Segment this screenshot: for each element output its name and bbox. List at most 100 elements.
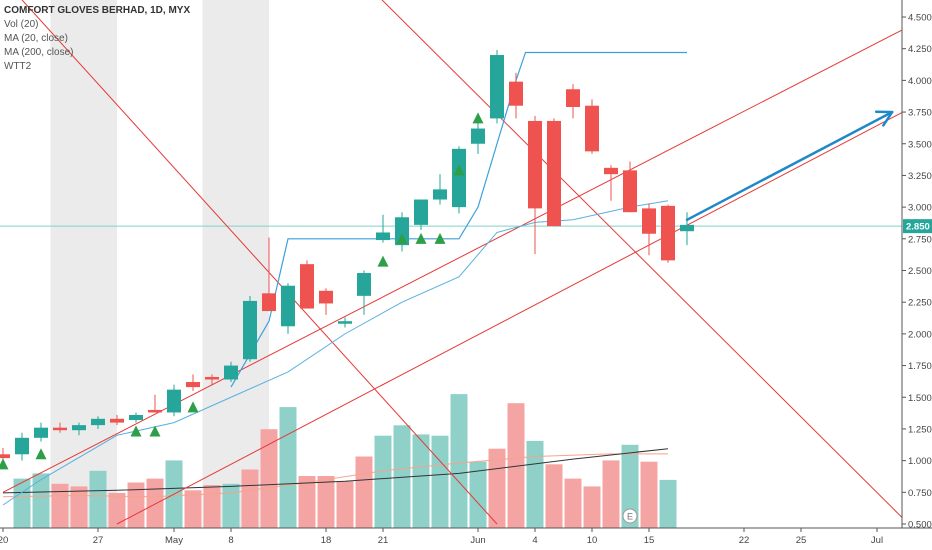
candle [433, 174, 447, 205]
candle-body [414, 199, 428, 225]
candle-body [281, 285, 295, 327]
volume-bar [393, 425, 411, 528]
candle [661, 204, 675, 263]
volume-bar [640, 461, 658, 528]
x-tick-label: 15 [644, 535, 655, 546]
volume-bar [279, 407, 297, 528]
volume-bar [70, 486, 88, 528]
volume-bar [32, 473, 50, 528]
candle-body [91, 418, 105, 426]
volume-bar [355, 456, 373, 528]
candle-body [319, 290, 333, 304]
earnings-icon [622, 508, 638, 524]
candle [91, 416, 105, 429]
candle-body [262, 293, 276, 312]
buy-signal-marker [149, 425, 161, 437]
candle [129, 412, 143, 423]
legend-item-ma20[interactable]: MA (20, close) [4, 33, 68, 44]
candle-body [661, 205, 675, 261]
buy-signal-marker [187, 401, 199, 413]
candle [509, 72, 523, 119]
candle [623, 161, 637, 213]
candle-body [395, 217, 409, 246]
y-tick-label: 3.750 [908, 108, 932, 119]
volume-bar [526, 440, 544, 528]
buy-signal-marker [396, 232, 408, 244]
candle [414, 199, 428, 230]
x-tick-label: 21 [378, 535, 389, 546]
volume-ma-long-line [2, 448, 669, 494]
candle [395, 212, 409, 252]
chart-title: COMFORT GLOVES BERHAD, 1D, MYX [4, 5, 191, 16]
candle [148, 394, 162, 413]
candle-body [34, 427, 48, 438]
candle [224, 361, 238, 383]
candle [110, 414, 124, 426]
candle-body [433, 189, 447, 200]
candle-body [224, 365, 238, 380]
candle [642, 203, 656, 256]
volume-bar [260, 429, 278, 528]
x-tick-label: Jul [871, 535, 883, 546]
candle [604, 165, 618, 201]
candle-body [528, 120, 542, 209]
trendline [381, 0, 902, 519]
buy-signal-marker [472, 112, 484, 124]
candle [547, 118, 561, 227]
candle [585, 99, 599, 154]
volume-bar [298, 476, 316, 528]
volume-bar [336, 481, 354, 528]
candle-body [376, 232, 390, 241]
y-tick-label: 3.250 [908, 171, 932, 182]
candle [167, 384, 181, 417]
candle-body [53, 427, 67, 431]
legend-item-volume[interactable]: Vol (20) [4, 19, 39, 30]
volume-bar [545, 464, 563, 528]
buy-signal-marker [415, 232, 427, 244]
candle-body [623, 170, 637, 213]
candle-body [205, 376, 219, 380]
ma20-line [2, 200, 669, 506]
candle-body [604, 167, 618, 175]
volume-bar [241, 469, 259, 528]
trendline [21, 0, 498, 525]
chart-legend: COMFORT GLOVES BERHAD, 1D, MYX Vol (20) … [4, 4, 190, 74]
volume-bar [203, 485, 221, 528]
candle-body [72, 425, 86, 431]
x-tick-label: 27 [93, 535, 104, 546]
volume-bar [51, 483, 69, 528]
volume-bar [317, 476, 335, 528]
volume-bar [621, 444, 639, 528]
candle-body [243, 300, 257, 360]
candle-body [452, 148, 466, 208]
x-tick-label: 8 [228, 535, 233, 546]
candle [566, 84, 580, 119]
y-tick-label: 1.500 [908, 393, 932, 404]
volume-bar [89, 470, 107, 528]
candle-body [15, 437, 29, 455]
buy-signal-marker [0, 458, 9, 470]
wtt2-line [230, 51, 687, 388]
trendline [2, 29, 902, 493]
volume-bar [583, 486, 601, 528]
x-tick-label: May [165, 535, 183, 546]
candle [186, 374, 200, 391]
x-tick-label: 22 [739, 535, 750, 546]
last-price-label: 2.850 [906, 222, 930, 233]
candle-body [338, 321, 352, 324]
volume-bar [469, 461, 487, 528]
volume-bar [450, 394, 468, 528]
forecast-arrow [685, 110, 894, 222]
candle [281, 283, 295, 334]
candle [53, 422, 67, 433]
volume-bar [222, 483, 240, 528]
candle [262, 237, 276, 312]
y-tick-label: 3.500 [908, 139, 932, 150]
candle [338, 317, 352, 328]
y-tick-label: 4.500 [908, 13, 932, 24]
legend-item-wtt2[interactable]: WTT2 [4, 61, 32, 72]
candle-body [148, 409, 162, 413]
legend-item-ma200[interactable]: MA (200, close) [4, 47, 74, 58]
candle [34, 422, 48, 442]
